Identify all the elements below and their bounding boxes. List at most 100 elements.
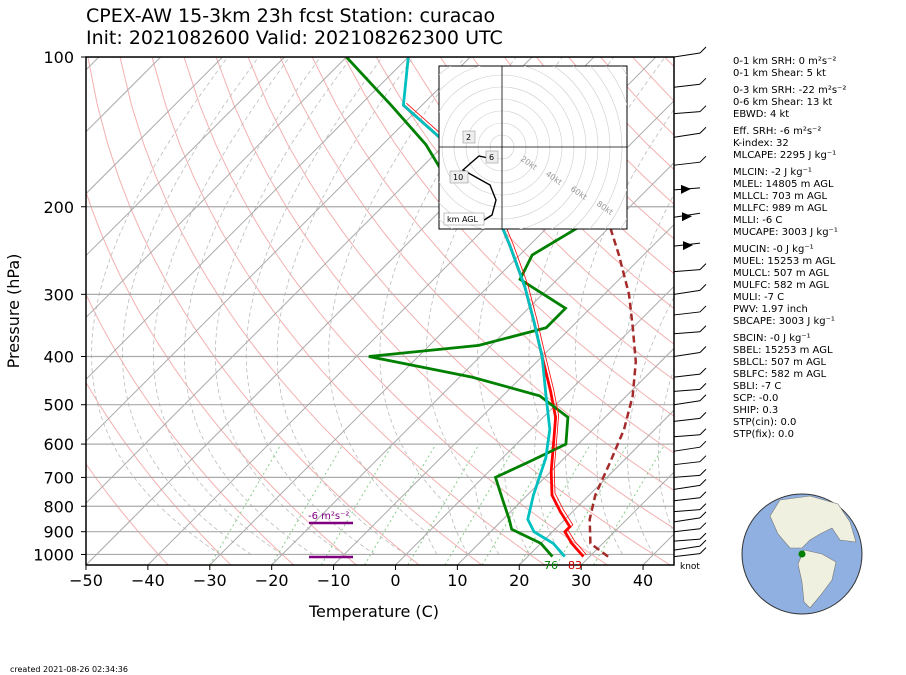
srh-label: -6 m²s⁻² — [308, 511, 349, 522]
param-row: SBLI: -7 C — [733, 381, 782, 392]
param-row: SCP: -0.0 — [733, 393, 779, 404]
y-tick-label: 100 — [43, 48, 74, 67]
param-row: MUCAPE: 3003 J kg⁻¹ — [733, 227, 838, 238]
wind-barb-flag — [681, 184, 691, 194]
param-row: MLCAPE: 2295 J kg⁻¹ — [733, 150, 837, 161]
param-row: STP(cin): 0.0 — [733, 417, 797, 428]
wind-barb-feather — [699, 126, 707, 134]
wind-barb — [673, 461, 701, 466]
wind-barb — [673, 331, 701, 335]
wind-barb-feather — [699, 479, 707, 486]
isotherm — [86, 57, 285, 257]
wind-barb — [673, 545, 701, 551]
wind-barb-flag — [682, 212, 692, 222]
wind-barb-feather — [699, 511, 707, 519]
x-tick-label: 10 — [447, 571, 467, 590]
barb-unit-label: knot — [680, 562, 700, 572]
isotherm — [86, 57, 223, 195]
wind-barb-feather — [699, 367, 707, 375]
moist-adiabat — [657, 367, 674, 535]
x-tick-label: −10 — [317, 571, 351, 590]
wind-barb-feather — [699, 428, 707, 436]
parameter-list: 0-1 km SRH: 0 m²s⁻² 0-1 km Shear: 5 kt 0-3… — [733, 56, 846, 441]
wind-barb-feather — [699, 455, 707, 463]
dry-adiabat — [86, 381, 232, 565]
dry-adiabat — [407, 57, 674, 345]
y-tick-label: 1000 — [33, 545, 74, 564]
wind-barb — [673, 484, 701, 490]
hodograph-height-box — [449, 170, 469, 184]
wind-barb — [673, 434, 701, 438]
moist-adiabat — [379, 57, 517, 555]
x-axis-label: Temperature (C) — [308, 602, 439, 621]
wind-barb — [673, 446, 701, 452]
wind-barb-feather — [699, 539, 707, 547]
moist-adiabat — [528, 57, 666, 555]
param-row: PWV: 1.97 inch — [733, 304, 808, 315]
wind-barb — [673, 311, 701, 316]
y-tick-label: 900 — [43, 523, 74, 542]
y-tick-label: 500 — [43, 396, 74, 415]
param-row: MLLCL: 703 m AGL — [733, 191, 828, 202]
wind-barb — [673, 352, 701, 357]
mixing-ratio-line — [518, 443, 592, 565]
wind-barb-feather — [699, 532, 707, 540]
mixing-ratio-line — [209, 443, 282, 565]
isotherm — [518, 409, 674, 565]
isotherm — [395, 285, 674, 565]
wind-barb — [673, 161, 701, 166]
isotherm — [86, 57, 409, 381]
moist-adiabat — [245, 57, 383, 555]
dry-adiabat — [183, 57, 608, 565]
isotherm — [457, 347, 674, 565]
wind-barb-feather — [699, 503, 707, 510]
dry-adiabat — [471, 57, 674, 275]
hodograph-height-box — [462, 130, 476, 144]
chart-title-line1: CPEX-AW 15-3km 23h fcst Station: curacao — [86, 5, 496, 27]
param-row: SBCAPE: 3003 J kg⁻¹ — [733, 316, 835, 327]
dry-adiabat — [86, 190, 357, 565]
dry-adiabat — [311, 57, 674, 454]
moist-adiabat — [328, 57, 465, 555]
wind-barb-feather — [699, 77, 707, 85]
wind-barb-feather — [699, 346, 707, 353]
moist-adiabat — [276, 57, 414, 555]
dry-adiabat — [439, 57, 674, 310]
wind-barb-feather — [699, 394, 707, 402]
y-tick-label: 800 — [43, 497, 74, 516]
wind-barb-flag — [683, 241, 693, 251]
param-row: K-index: 32 — [733, 138, 789, 149]
wind-barb-feather — [699, 547, 707, 554]
dry-adiabat — [119, 57, 483, 565]
y-tick-label: 300 — [43, 285, 74, 304]
series-line-parcel — [510, 76, 638, 558]
moist-adiabat — [477, 57, 615, 555]
wind-barb-feather — [699, 105, 707, 113]
param-row: SBLCL: 507 m AGL — [733, 357, 827, 368]
dry-adiabat — [86, 293, 295, 565]
param-row: MLEL: 14805 m AGL — [733, 179, 834, 190]
param-row: MUEL: 15253 m AGL — [733, 256, 836, 267]
y-tick-label: 200 — [43, 198, 74, 217]
mixing-ratio-line — [444, 443, 517, 565]
param-row: Eff. SRH: -6 m²s⁻² — [733, 126, 822, 137]
mixing-ratio-line — [407, 443, 480, 565]
hodograph-legend-box — [443, 212, 485, 226]
wind-barb — [673, 83, 701, 88]
dry-adiabat — [375, 57, 674, 381]
x-tick-label: 20 — [509, 571, 529, 590]
hodograph-legend: km AGL — [447, 215, 479, 224]
isotherm — [271, 161, 674, 565]
param-row: 0-1 km Shear: 5 kt — [733, 68, 826, 79]
location-globe-icon — [741, 493, 863, 615]
param-row: SBEL: 15253 m AGL — [733, 345, 833, 356]
x-tick-label: −30 — [193, 571, 227, 590]
wind-barb — [673, 417, 701, 422]
param-row: MULI: -7 C — [733, 292, 785, 303]
wind-barb-feather — [699, 325, 707, 333]
wind-barb-feather — [699, 305, 707, 313]
param-row: EBWD: 4 kt — [733, 109, 790, 120]
surface-temperature-label: 83 — [568, 559, 582, 572]
